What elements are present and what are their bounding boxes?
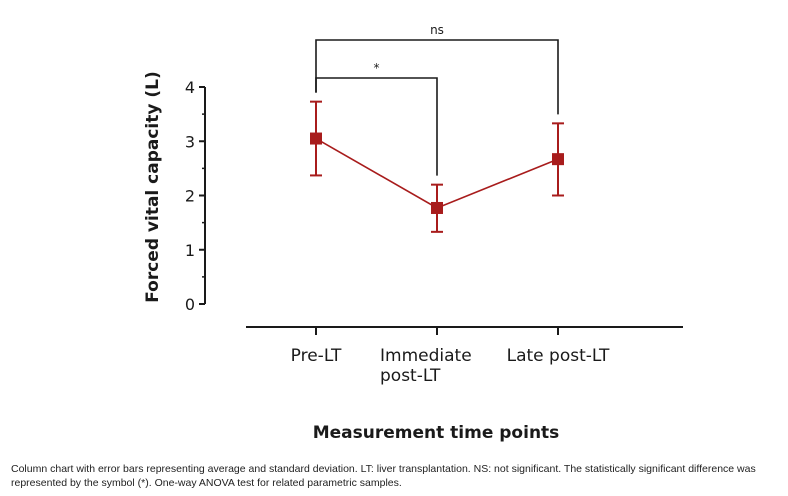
significance-bracket [315, 39, 559, 115]
x-tick-label: post-LT [380, 366, 441, 386]
y-tick-label: 1 [185, 241, 195, 260]
x-tick-label: Late post-LT [507, 346, 610, 366]
data-point [310, 132, 322, 145]
x-tick-label: Immediate [380, 346, 472, 366]
y-tick-label: 2 [185, 187, 195, 206]
data-point [431, 201, 443, 214]
significance-label: ns [430, 23, 444, 37]
y-tick-label: 3 [185, 132, 195, 151]
figure-caption: Column chart with error bars representin… [11, 463, 756, 489]
significance-label: * [374, 61, 380, 75]
data-point [552, 153, 564, 166]
y-axis-label: Forced vital capacity (L) [143, 71, 163, 303]
y-tick-label: 0 [185, 295, 195, 314]
x-tick-label: Pre-LT [291, 346, 342, 366]
significance-bracket [315, 77, 438, 176]
y-tick-label: 4 [185, 78, 195, 97]
x-axis-label: Measurement time points [313, 423, 560, 443]
significance-brackets: * ns [315, 23, 559, 176]
plot-area [310, 100, 564, 233]
